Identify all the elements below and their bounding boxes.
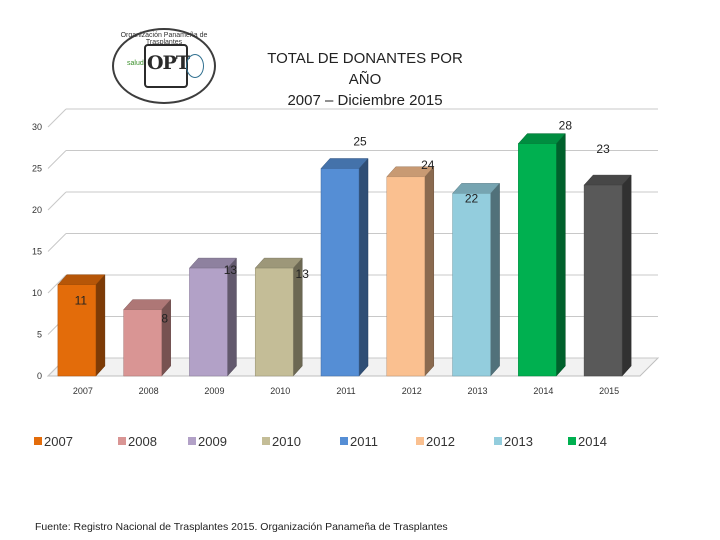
data-label-2015: 23: [596, 142, 610, 156]
legend-label: 2014: [578, 434, 607, 449]
y-tick-label: 30: [32, 122, 42, 132]
x-tick-label-2011: 2011: [336, 386, 355, 396]
x-tick-label-2007: 2007: [73, 386, 93, 396]
logo-seal-icon: [186, 54, 204, 78]
legend-item-2012: 2012: [416, 434, 455, 449]
legend-swatch: [262, 437, 270, 445]
data-label-2009: 13: [224, 263, 238, 277]
opt-logo: Organización Panameña de Trasplantes sal…: [112, 28, 216, 104]
legend-swatch: [340, 437, 348, 445]
y-tick-label: 20: [32, 205, 42, 215]
gridline-diag: [47, 150, 67, 169]
legend-item-2009: 2009: [188, 434, 227, 449]
x-tick-label-2008: 2008: [139, 386, 159, 396]
legend-label: 2011: [350, 434, 378, 449]
legend-swatch: [568, 437, 576, 445]
y-tick-label: 5: [37, 330, 42, 340]
x-tick-label-2009: 2009: [204, 386, 224, 396]
bar-2012: [386, 176, 426, 377]
y-tick-label: 25: [32, 164, 42, 174]
logo-arc-text: Organización Panameña de Trasplantes: [120, 32, 208, 46]
legend-item-2011: 2011: [340, 434, 378, 449]
legend-swatch: [494, 437, 502, 445]
chart-title-line1: TOTAL DE DONANTES POR: [267, 50, 463, 67]
bar-side-2012: [424, 166, 435, 377]
bar-2007: [57, 284, 97, 377]
data-label-2014: 28: [559, 119, 573, 133]
bar-side-2011: [358, 157, 369, 377]
bar-2010: [254, 267, 294, 377]
legend-item-2014: 2014: [568, 434, 607, 449]
x-tick-label-2015: 2015: [599, 386, 619, 396]
legend-label: 2010: [272, 434, 301, 449]
legend-swatch: [118, 437, 126, 445]
legend-label: 2007: [44, 434, 73, 449]
legend-item-2007: 2007: [34, 434, 73, 449]
y-tick-label: 15: [32, 247, 42, 257]
data-label-2012: 24: [421, 158, 435, 172]
bar-2009: [189, 267, 228, 377]
logo-text: OPT: [147, 52, 190, 74]
legend-label: 2012: [426, 434, 455, 449]
bar-chart: 0 5 10 15 20 25 30 11 2007 8 2008 13 2009 13 2010 25 201…: [32, 108, 660, 396]
x-tick-label-2010: 2010: [270, 386, 290, 396]
legend-swatch: [416, 437, 424, 445]
legend-label: 2009: [198, 434, 227, 449]
source-note: Fuente: Registro Nacional de Trasplantes…: [35, 521, 448, 533]
legend-label: 2008: [128, 434, 157, 449]
y-tick-label: 10: [32, 288, 42, 298]
data-label-2011: 25: [353, 135, 367, 149]
bar-side-2014: [556, 132, 566, 377]
chart-title-line2: AÑO: [348, 71, 382, 88]
x-tick-label-2012: 2012: [402, 386, 422, 396]
y-tick-label: 0: [37, 371, 42, 381]
x-tick-label-2013: 2013: [468, 386, 488, 396]
chart-legend: 2007 2008 2009 2010 2011 2012 2013 2014: [34, 434, 694, 450]
data-label-2010: 13: [296, 267, 310, 281]
bar-2008: [123, 309, 162, 377]
gridline-diag: [47, 191, 67, 211]
legend-item-2008: 2008: [118, 434, 157, 449]
bar-2013: [452, 193, 491, 377]
bar-2015: [583, 184, 623, 377]
bar-side-2013: [490, 182, 500, 377]
bar-side-2015: [621, 174, 632, 377]
gridline-diag: [47, 274, 67, 294]
legend-swatch: [188, 437, 196, 445]
legend-label: 2013: [504, 434, 533, 449]
legend-swatch: [34, 437, 42, 445]
bar-2011: [320, 168, 360, 377]
bar-side-2007: [95, 274, 106, 377]
bar-2014: [518, 143, 557, 377]
data-label-2007: 11: [75, 294, 88, 308]
data-label-2008: 8: [161, 312, 168, 326]
gridline-diag: [47, 108, 67, 128]
legend-item-2010: 2010: [262, 434, 301, 449]
legend-item-2013: 2013: [494, 434, 533, 449]
chart-title: TOTAL DE DONANTES POR AÑO 2007 – Diciemb…: [240, 48, 490, 111]
chart-title-line3: 2007 – Diciembre 2015: [287, 92, 443, 109]
data-label-2013: 22: [465, 191, 479, 205]
x-tick-label-2014: 2014: [533, 386, 553, 396]
logo-salud-text: salud: [127, 60, 144, 67]
gridline-diag: [47, 233, 67, 252]
